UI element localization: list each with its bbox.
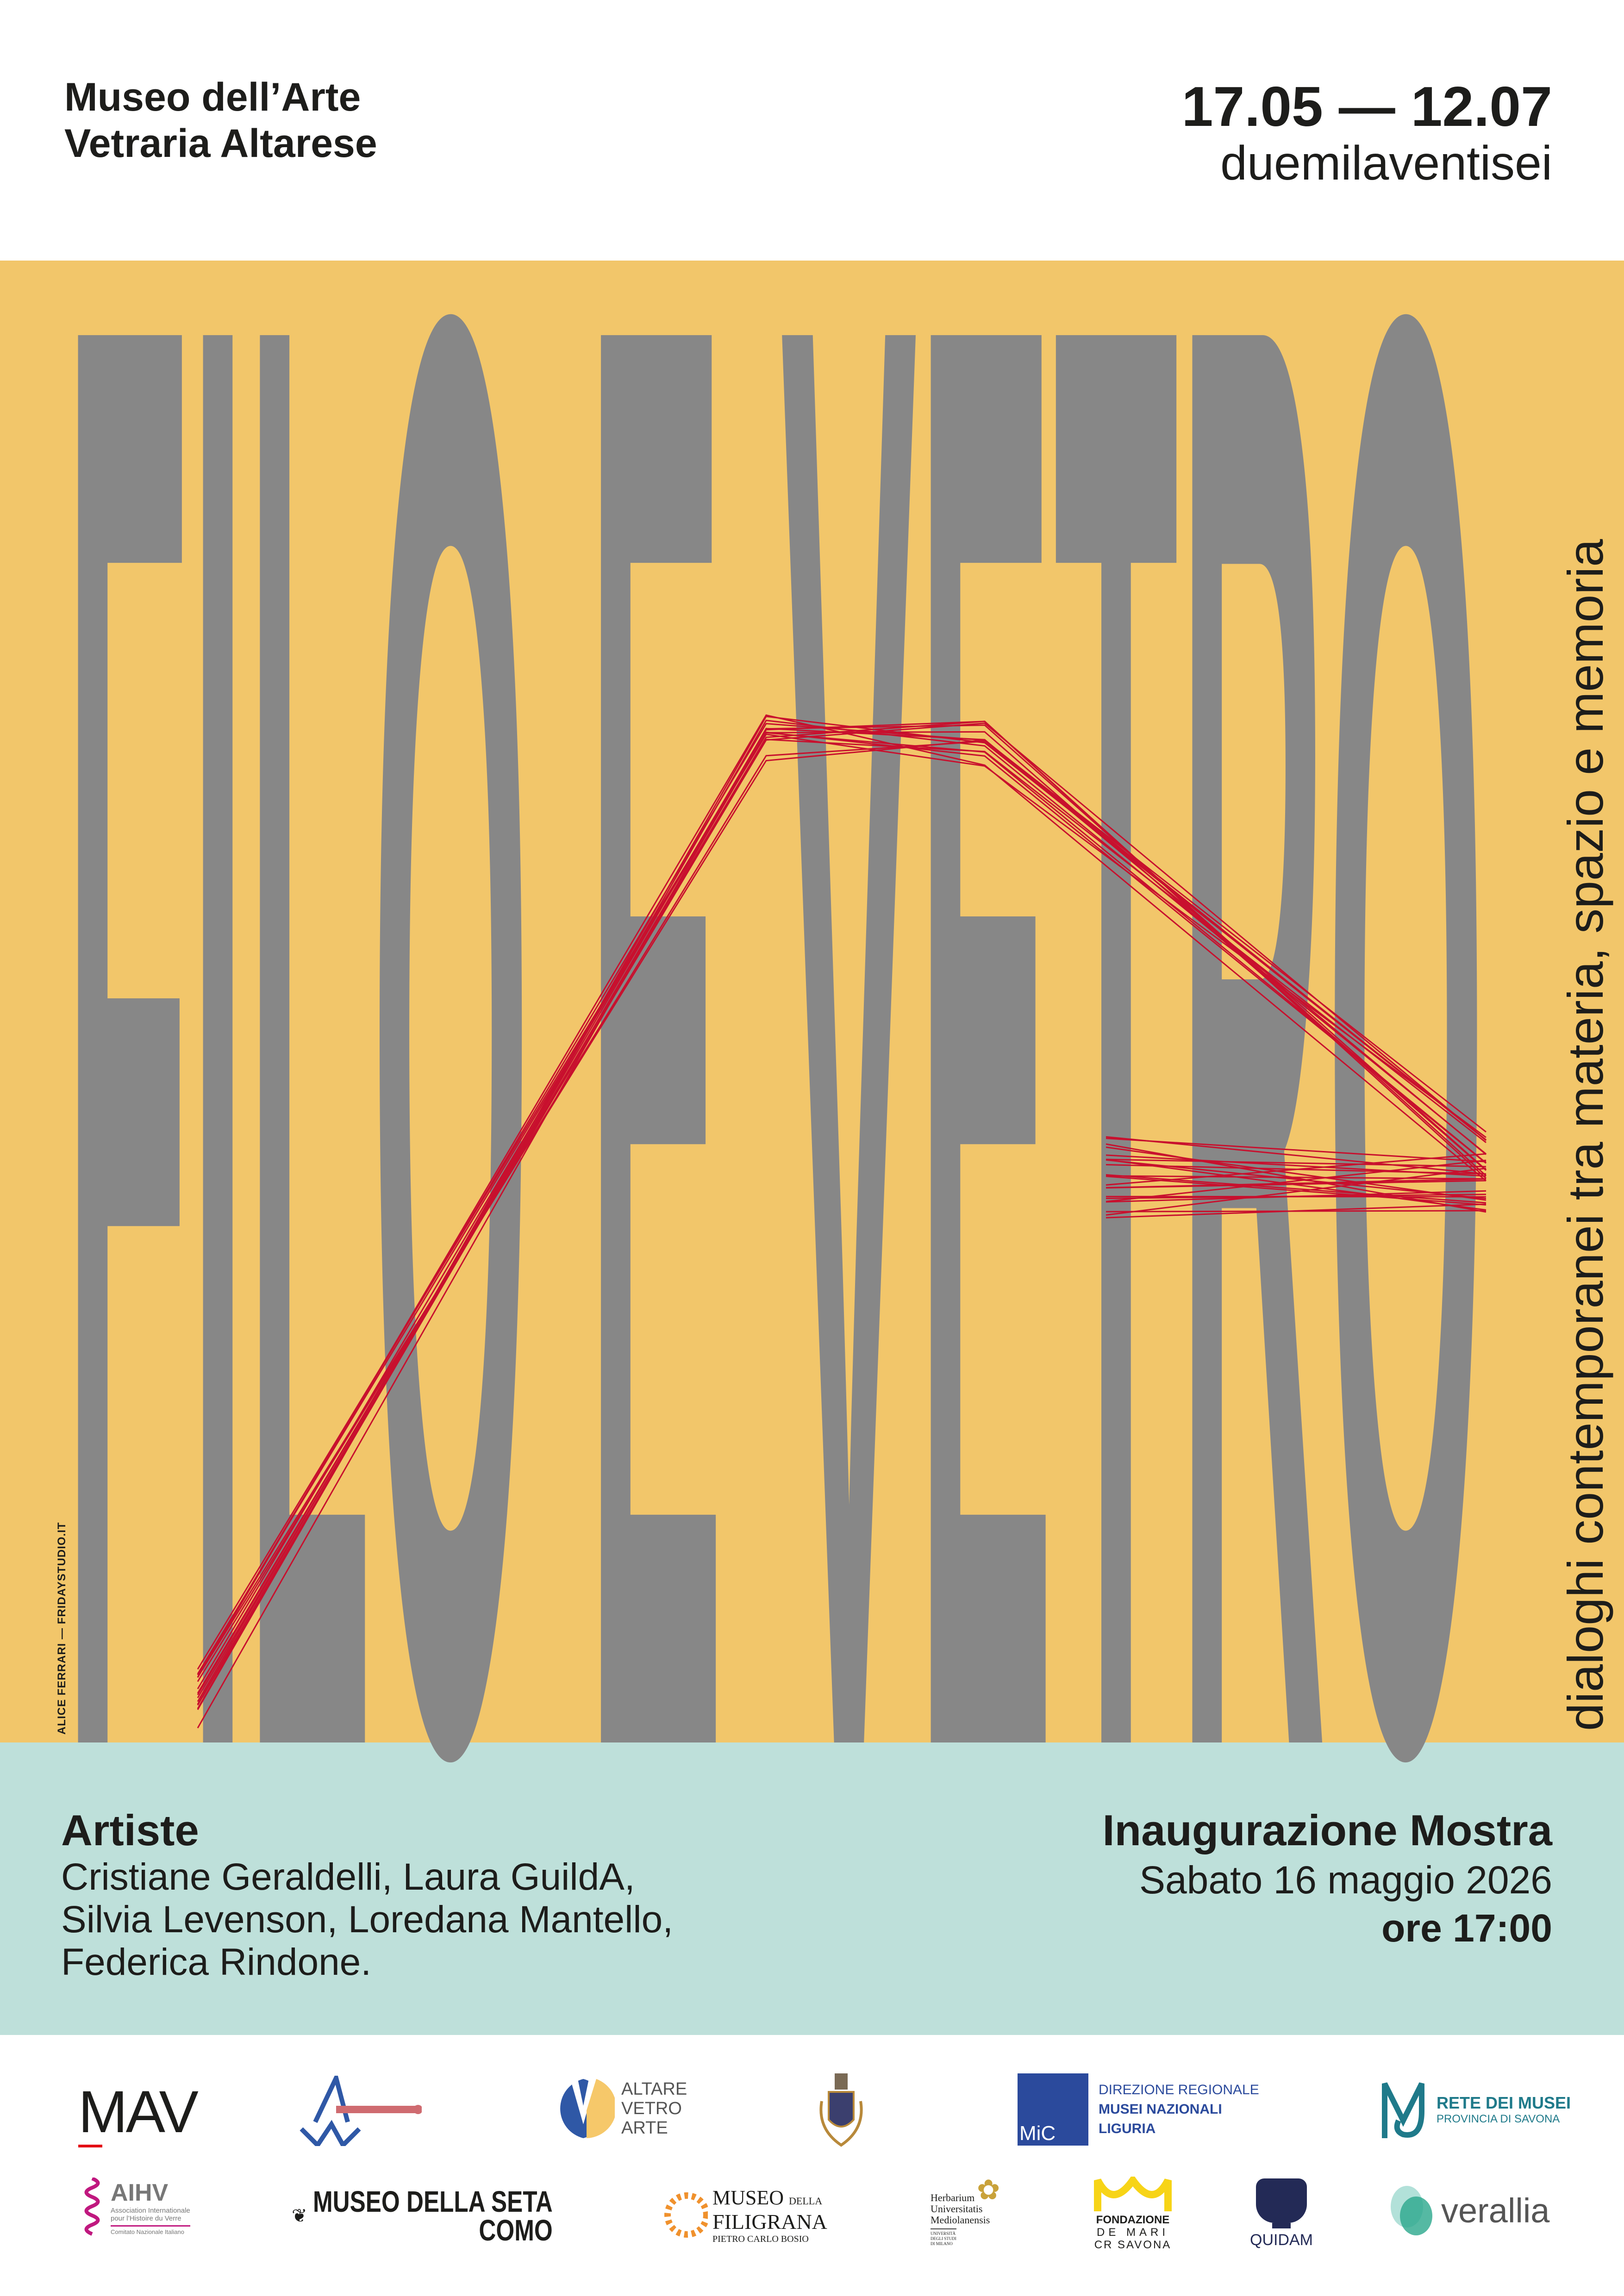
thread — [1106, 1136, 1487, 1175]
thread — [1106, 1146, 1487, 1201]
quidam-mark-icon — [1256, 2178, 1307, 2223]
date-range: 17.05 — 12.07 — [1181, 75, 1552, 138]
venue-name: Museo dell’Arte Vetraria Altarese — [64, 74, 377, 167]
artist-line: Cristiane Geraldelli, Laura GuildA, — [61, 1856, 635, 1898]
artists-heading: Artiste — [61, 1806, 199, 1854]
thread — [1106, 1194, 1487, 1199]
title-band — [0, 261, 1624, 1742]
logo-museo-filigrana: MUSEO DELLA FILIGRANA PIETRO CARLO BOSIO — [662, 2186, 827, 2244]
logo-verallia: verallia — [1388, 2184, 1549, 2238]
venue-line-1: Museo dell’Arte — [64, 75, 361, 119]
logo-museo-della-seta: ❦ MUSEO DELLA SETA COMO — [292, 2184, 553, 2247]
thread — [1106, 1203, 1487, 1219]
logo-mic-musei-liguria: MiC DIREZIONE REGIONALE MUSEI NAZIONALI LI… — [1018, 2073, 1259, 2146]
logo-aihv: AIHV Association Internationale pour l’Hi… — [78, 2178, 190, 2236]
thread — [1106, 1154, 1487, 1177]
altare-circle-icon — [560, 2079, 615, 2138]
artist-line: Federica Rindone. — [61, 1941, 372, 1983]
thread — [1106, 1158, 1487, 1168]
logo-mav: MAV — [78, 2083, 222, 2147]
thread — [197, 731, 1487, 1706]
thread — [197, 732, 1487, 1670]
logo-altare-vetro-arte: ALTARE VETRO ARTE — [552, 2078, 687, 2139]
red-threads — [197, 714, 1487, 1729]
year: duemilaventisei — [1220, 137, 1552, 190]
thread — [1106, 1180, 1487, 1189]
subtitle: dialoghi contemporanei tra materia, spaz… — [1557, 539, 1613, 1731]
thread — [197, 721, 1487, 1690]
artists-block: Artiste Cristiane Geraldelli, Laura Guil… — [61, 1805, 673, 1984]
exhibition-title: FILO E VETRO — [64, 0, 1486, 2176]
filigrana-sun-icon — [664, 2192, 708, 2238]
thread — [1106, 1138, 1487, 1163]
inauguration-block: Inaugurazione Mostra Sabato 16 maggio 20… — [1103, 1805, 1552, 1952]
inauguration-date: Sabato 16 maggio 2026 — [1139, 1858, 1552, 1902]
logo-alv-icon — [300, 2076, 422, 2146]
exhibition-dates: 17.05 — 12.07 duemilaventisei — [1182, 76, 1552, 190]
design-credit: ALICE FERRARI — FRIDAYSTUDIO.IT — [56, 1522, 68, 1735]
logo-quidam: QUIDAM — [1250, 2178, 1313, 2249]
logo-fondazione-de-mari: FONDAZIONE DE MARI CR SAVONA — [1094, 2177, 1172, 2252]
rete-m-icon — [1382, 2082, 1424, 2138]
thread — [197, 714, 1487, 1678]
seta-moth-icon: ❦ — [292, 2205, 307, 2226]
thread — [197, 728, 1487, 1729]
logo-rete-musei-savona: RETE DEI MUSEI PROVINCIA DI SAVONA — [1380, 2079, 1571, 2140]
inauguration-heading: Inaugurazione Mostra — [1102, 1806, 1552, 1854]
demari-wave-icon — [1094, 2177, 1172, 2211]
thread — [1106, 1167, 1487, 1216]
logo-herbarium: ✿ Herbarium Universitatis Mediolanensis UN… — [931, 2175, 1000, 2246]
herbarium-flower-icon: ✿ — [977, 2175, 1000, 2205]
info-band — [0, 1742, 1624, 2035]
venue-line-2: Vetraria Altarese — [64, 121, 377, 166]
verallia-glass-icon — [1391, 2186, 1432, 2235]
mav-red-bar — [78, 2145, 102, 2147]
aihv-wave-icon — [84, 2178, 100, 2236]
inauguration-time: ore 17:00 — [1381, 1906, 1552, 1950]
thread — [1106, 1176, 1487, 1206]
thread — [197, 722, 1487, 1675]
artist-line: Silvia Levenson, Loredana Mantello, — [61, 1898, 673, 1941]
municipal-crest-icon — [819, 2073, 863, 2147]
